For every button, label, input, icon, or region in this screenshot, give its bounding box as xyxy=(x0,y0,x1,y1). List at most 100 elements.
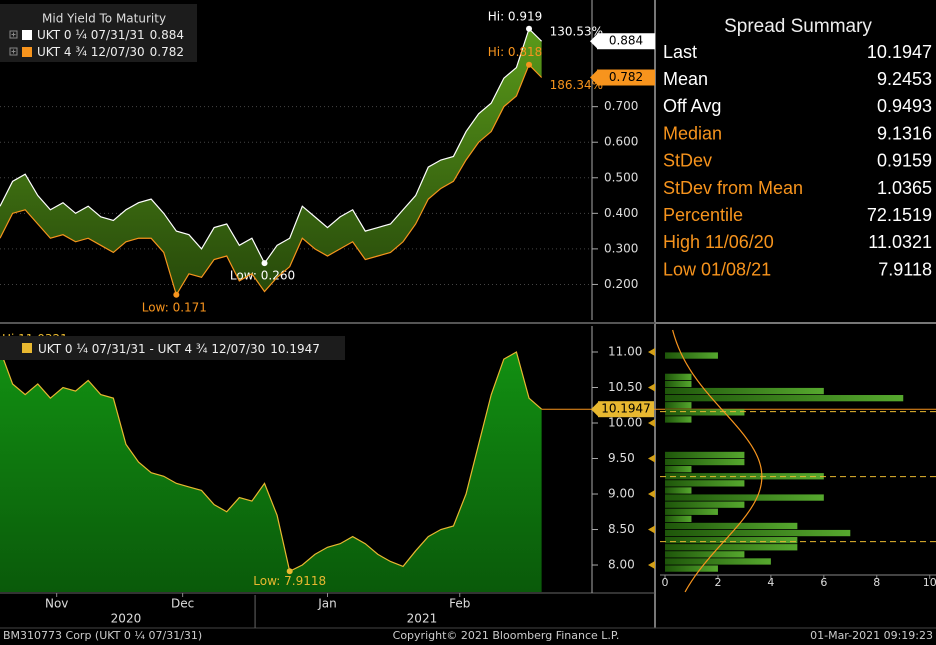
year-label: 2020 xyxy=(111,612,142,626)
histogram-bar xyxy=(665,373,692,381)
summary-label: Low 01/08/21 xyxy=(663,259,771,279)
legend-swatch xyxy=(22,47,32,57)
x-tick-label: 10 xyxy=(923,576,936,589)
hi-label: Hi: 0.818 xyxy=(488,45,543,59)
y-tick-label: 9.00 xyxy=(608,487,635,501)
low-label: Low: 0.171 xyxy=(142,300,207,314)
value-tag xyxy=(597,33,655,50)
legend-value: 0.782 xyxy=(150,45,184,59)
summary-value: 9.1316 xyxy=(877,123,932,143)
histogram-bar xyxy=(665,416,692,423)
y-tick-label: 0.700 xyxy=(604,99,638,113)
legend-swatch xyxy=(22,343,32,353)
normal-fit xyxy=(672,329,763,593)
summary-label: Mean xyxy=(663,69,708,89)
hi-point xyxy=(526,61,533,68)
legend-name: UKT 4 ¾ 12/07/30 xyxy=(37,45,145,59)
y-tick-label: 11.00 xyxy=(608,345,642,359)
legend-entry: UKT 0 ¼ 07/31/31 0.884 xyxy=(37,28,184,42)
y-tick-label: 0.300 xyxy=(604,241,638,255)
footer-timestamp: 01-Mar-2021 09:19:23 xyxy=(810,629,933,642)
histogram-bar xyxy=(665,537,798,544)
histogram-bar xyxy=(665,522,798,530)
value-tag-arrow xyxy=(590,34,597,49)
hi-point xyxy=(526,25,533,32)
summary-value: 1.0365 xyxy=(877,178,932,198)
legend-entry: UKT 4 ¾ 12/07/30 0.782 xyxy=(37,45,184,59)
y-tick-marker xyxy=(648,348,655,357)
value-tag-arrow xyxy=(590,70,597,85)
summary-label: Off Avg xyxy=(663,96,721,116)
x-tick-label: Feb xyxy=(449,597,470,611)
value-tag-label: 10.1947 xyxy=(601,402,651,416)
legend-swatch xyxy=(22,30,32,40)
y-tick-label: 8.50 xyxy=(608,522,635,536)
histogram-bar xyxy=(665,458,745,466)
summary-value: 9.2453 xyxy=(877,69,932,89)
histogram-bar xyxy=(665,395,904,402)
y-tick-label: 0.200 xyxy=(604,277,638,291)
histogram-bar xyxy=(665,501,745,508)
y-tick-label: 10.50 xyxy=(608,380,642,394)
histogram-bar xyxy=(665,451,745,459)
y-tick-marker xyxy=(648,419,655,428)
x-tick-label: 0 xyxy=(662,576,669,589)
year-label: 2021 xyxy=(407,612,438,626)
value-tag xyxy=(597,69,655,86)
histogram-bar xyxy=(665,380,692,388)
histogram-bar xyxy=(665,480,745,487)
summary-label: StDev from Mean xyxy=(663,178,803,198)
y-tick-label: 0.500 xyxy=(604,170,638,184)
summary-label: High 11/06/20 xyxy=(663,232,774,252)
histogram-bar xyxy=(665,402,692,409)
histogram-bar xyxy=(665,387,824,395)
histogram-bar xyxy=(665,565,718,572)
x-tick-label: Nov xyxy=(45,597,68,611)
y-tick-label: 8.00 xyxy=(608,558,635,572)
summary-title: Spread Summary xyxy=(724,16,872,37)
yield-line xyxy=(0,27,543,265)
summary-label: StDev xyxy=(663,151,712,171)
histogram-bar xyxy=(665,558,771,565)
histogram-bar xyxy=(665,508,718,515)
legend-box xyxy=(0,336,345,360)
y-tick-label: 0.400 xyxy=(604,206,638,220)
summary-value: 0.9159 xyxy=(877,151,932,171)
legend-name: UKT 0 ¼ 07/31/31 - UKT 4 ¾ 12/07/30 xyxy=(38,342,265,356)
value-tag-label: 0.782 xyxy=(609,70,643,84)
expand-icon xyxy=(9,47,18,56)
histogram-bar xyxy=(665,544,798,551)
footer-security: BM310773 Corp (UKT 0 ¼ 07/31/31) xyxy=(3,629,202,642)
low-point xyxy=(286,568,293,575)
x-tick-label: 4 xyxy=(767,576,774,589)
summary-value: 10.1947 xyxy=(867,42,932,62)
summary-label: Median xyxy=(663,123,722,143)
histogram-bar xyxy=(665,494,824,501)
x-tick-label: 8 xyxy=(873,576,880,589)
y-tick-marker xyxy=(648,561,655,570)
summary-label: Last xyxy=(663,42,697,62)
summary-value: 7.9118 xyxy=(878,259,932,279)
y-tick-label: 10.00 xyxy=(608,416,642,430)
histogram-bar xyxy=(665,466,692,473)
change-label: 186.34% xyxy=(550,78,603,92)
spread-line xyxy=(0,349,543,573)
histogram-bar xyxy=(665,551,745,558)
low-point xyxy=(173,291,180,298)
value-tag-arrow xyxy=(591,402,598,417)
histogram-bar xyxy=(665,487,692,494)
y-tick-label: 0.600 xyxy=(604,135,638,149)
histogram-bar xyxy=(665,352,718,359)
summary-value: 11.0321 xyxy=(868,232,932,252)
expand-icon xyxy=(9,30,18,39)
x-tick-label: 2 xyxy=(714,576,721,589)
y-tick-marker xyxy=(648,454,655,463)
summary-value: 0.9493 xyxy=(877,96,932,116)
spread-area xyxy=(0,349,542,592)
low-label: Low: 7.9118 xyxy=(253,574,326,588)
histogram-bar xyxy=(665,529,851,537)
x-tick-label: Dec xyxy=(171,597,194,611)
summary-label: Percentile xyxy=(663,205,743,225)
y-tick-marker xyxy=(648,383,655,392)
